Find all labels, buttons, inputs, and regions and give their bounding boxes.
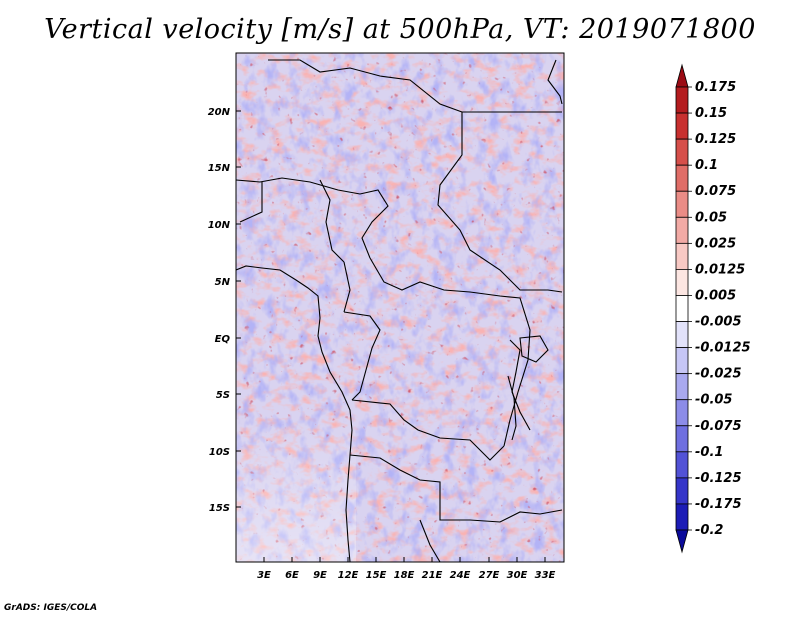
lake-victoria xyxy=(519,335,549,363)
lat-label: 5N xyxy=(215,277,231,288)
colorbar-swatch xyxy=(675,451,689,479)
lake-tanganyika xyxy=(507,375,517,441)
colorbar-label: -0.0125 xyxy=(695,341,751,356)
colorbar-label: -0.005 xyxy=(695,315,742,330)
colorbar-swatch xyxy=(675,190,689,218)
velocity-field xyxy=(236,53,564,562)
border-angola xyxy=(349,454,563,523)
colorbar-label: -0.075 xyxy=(695,419,742,434)
colorbar-swatch xyxy=(675,242,689,270)
colorbar-label: -0.175 xyxy=(695,497,742,512)
border-sahel xyxy=(236,177,389,259)
lat-label: 15N xyxy=(208,163,231,174)
border-sahel-2 xyxy=(239,182,263,223)
colorbar-swatch xyxy=(675,138,689,166)
colorbar-swatch xyxy=(675,347,689,375)
colorbar-swatch xyxy=(675,216,689,244)
colorbar-swatch xyxy=(675,373,689,401)
lat-label: 10S xyxy=(209,447,230,458)
colorbar-swatch xyxy=(675,164,689,192)
colorbar-label: 0.175 xyxy=(695,80,736,95)
colorbar-label: 0.15 xyxy=(695,106,727,121)
colorbar-swatch xyxy=(675,399,689,427)
colorbar-swatch xyxy=(675,63,689,88)
colorbar-swatch xyxy=(675,86,689,114)
lon-label: 3E xyxy=(257,570,271,581)
coastline-west-africa xyxy=(236,265,353,562)
coastlines-borders xyxy=(236,59,563,562)
colorbar-label: -0.1 xyxy=(695,445,723,460)
colorbar-label: 0.005 xyxy=(695,288,736,303)
longitude-axis: 3E 6E 9E 12E 15E 18E 21E 24E 27E 30E 33E xyxy=(257,557,556,581)
border-central xyxy=(369,257,531,447)
colorbar-swatch xyxy=(675,112,689,140)
colorbar-swatch xyxy=(675,477,689,505)
colorbar-swatch xyxy=(675,269,689,296)
grads-credit: GrADS: IGES/COLA xyxy=(4,603,98,613)
lon-label: 33E xyxy=(535,570,556,581)
colorbar-label: -0.125 xyxy=(695,471,742,486)
colorbar-label: 0.025 xyxy=(695,236,736,251)
colorbar-label: -0.2 xyxy=(695,523,723,538)
colorbar-label: 0.125 xyxy=(695,132,736,147)
lon-label: 9E xyxy=(313,570,327,581)
colorbar: 0.175 0.15 0.125 0.1 0.075 0.05 0.025 0.0125 0.0… xyxy=(675,63,751,554)
lon-label: 27E xyxy=(479,570,500,581)
border-cameroon xyxy=(343,261,351,313)
colorbar-swatch xyxy=(675,425,689,453)
border-north xyxy=(268,59,563,293)
map-frame xyxy=(235,52,565,563)
colorbar-label: 0.075 xyxy=(695,184,736,199)
border-east xyxy=(547,59,563,105)
lat-label: 20N xyxy=(208,107,231,118)
colorbar-swatch xyxy=(675,529,689,554)
lon-label: 15E xyxy=(366,570,387,581)
colorbar-label: -0.025 xyxy=(695,367,742,382)
lat-label: 15S xyxy=(209,503,230,514)
lon-label: 12E xyxy=(338,570,359,581)
colorbar-label: 0.1 xyxy=(695,158,718,173)
border-south xyxy=(419,519,441,562)
border-drc-south xyxy=(351,399,505,461)
border-congo xyxy=(343,311,381,401)
lat-label: EQ xyxy=(215,334,231,345)
colorbar-label: 0.05 xyxy=(695,210,727,225)
border-lakes xyxy=(509,339,531,431)
lon-label: 21E xyxy=(422,570,443,581)
map-title: Vertical velocity [m/s] at 500hPa, VT: 2… xyxy=(44,14,756,45)
colorbar-label: -0.05 xyxy=(695,393,732,408)
colorbar-label: 0.0125 xyxy=(695,262,745,277)
colorbar-swatch xyxy=(675,321,689,348)
lon-label: 24E xyxy=(450,570,471,581)
latitude-axis: 20N 15N 10N 5N EQ 5S 10S 15S xyxy=(208,107,241,514)
colorbar-swatch xyxy=(675,295,689,322)
colorbar-swatch xyxy=(675,503,689,531)
lon-label: 30E xyxy=(507,570,528,581)
lon-label: 18E xyxy=(394,570,415,581)
lat-label: 5S xyxy=(216,390,230,401)
lon-label: 6E xyxy=(285,570,299,581)
border-nigeria xyxy=(319,179,345,263)
lat-label: 10N xyxy=(208,220,231,231)
